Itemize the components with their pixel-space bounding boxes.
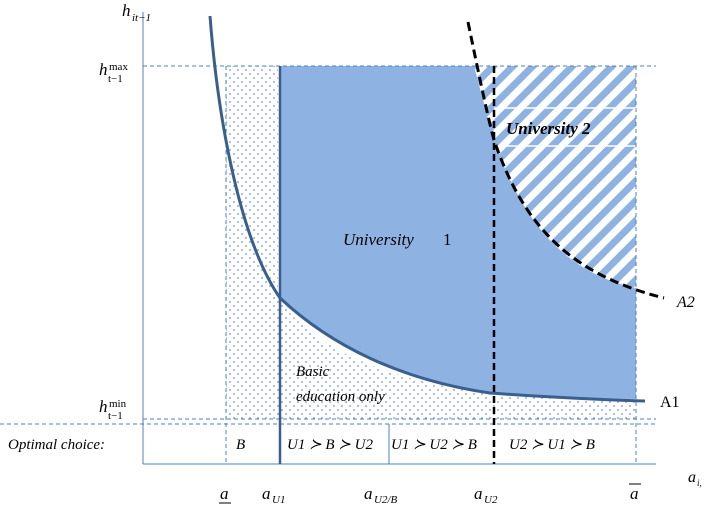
hmin-sub: t−1 (108, 410, 123, 422)
choice-cell-b: B (236, 437, 245, 453)
y-axis-label: h (122, 1, 131, 20)
curve-a1 (208, 15, 646, 403)
y-axis-label-sub: it−1 (132, 12, 151, 24)
curve-a2-label: A2 (676, 294, 695, 311)
choice-cell-u2-u1-b: U2 ≻ U1 ≻ B (509, 437, 595, 453)
x-tick-a-high: a (630, 484, 639, 503)
university2-hatch (474, 66, 636, 288)
hmax-label: h (99, 60, 108, 79)
basic-education-label-line2: education only (296, 389, 385, 405)
university2-label: University 2 (506, 119, 591, 138)
hmin-sup: min (109, 398, 127, 410)
x-tick-aU2: a (474, 484, 483, 503)
curve-a1-label: A1 (660, 394, 680, 411)
x-axis-label: a (688, 469, 696, 486)
x-tick-aU1-sub: U1 (272, 494, 285, 506)
university1-label-num: 1 (443, 230, 452, 249)
x-axis-label-sub: i, (697, 478, 702, 488)
curve-a2 (466, 21, 665, 300)
dotted-region-basic-education (278, 298, 636, 419)
x-tick-aU2B: a (364, 484, 373, 503)
university1-label: University (343, 230, 414, 249)
x-tick-a-low: a (220, 484, 229, 503)
choice-cell-u1-b-u2: U1 ≻ B ≻ U2 (287, 437, 373, 453)
basic-education-label-line1: Basic (296, 364, 330, 380)
x-tick-aU2-sub: U2 (484, 494, 498, 506)
x-tick-aU2B-sub: U2/B (374, 494, 398, 506)
x-tick-aU1: a (262, 484, 271, 503)
hmax-sub: t−1 (108, 73, 123, 85)
choice-cell-u1-u2-b: U1 ≻ U2 ≻ B (391, 437, 477, 453)
hmin-label: h (99, 397, 108, 416)
hmax-sup: max (109, 61, 128, 73)
optimal-choice-label: Optimal choice: (8, 437, 105, 453)
